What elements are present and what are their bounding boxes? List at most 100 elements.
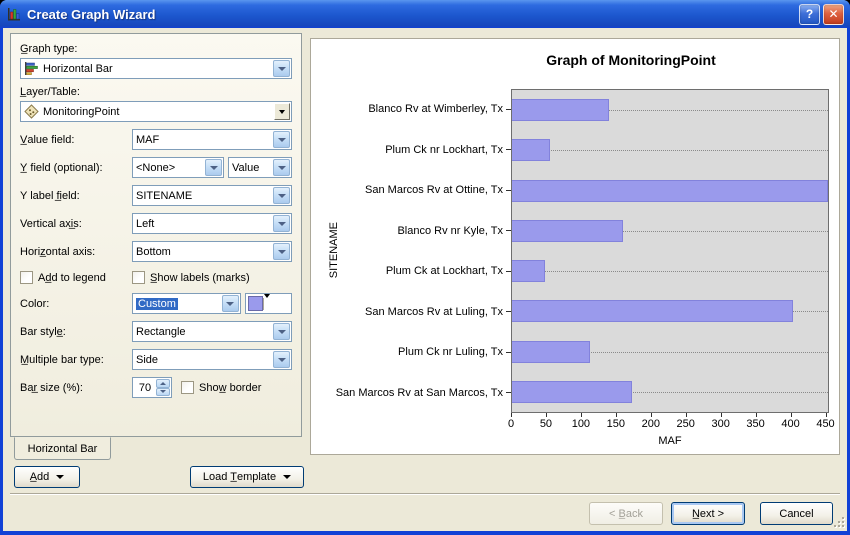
divider — [10, 493, 840, 495]
layer-table-label: L̲ayer/Table: — [20, 86, 80, 98]
help-button[interactable]: ? — [799, 3, 820, 25]
graph-properties-panel: G̲raph type: Horizontal Bar L̲ayer/Table… — [10, 33, 302, 437]
x-tick-label: 450 — [816, 418, 835, 430]
chevron-down-icon[interactable] — [273, 351, 290, 368]
add-button-label: A̲dd — [29, 471, 50, 483]
vertical-axis-combo[interactable]: Left — [132, 213, 292, 234]
tab-label: Horizontal Bar — [27, 442, 98, 455]
cancel-button-label: Cancel — [779, 507, 814, 520]
plot-row — [512, 332, 828, 372]
show-labels-checkbox[interactable]: S̲how labels (marks) — [132, 271, 292, 284]
back-button[interactable]: < B̲ack — [589, 502, 663, 525]
category-label: San Marcos Rv at San Marcos, Tx — [335, 373, 511, 414]
chevron-down-icon[interactable] — [273, 243, 290, 260]
category-label: Blanco Rv nr Kyle, Tx — [335, 211, 511, 252]
color-picker-button[interactable] — [244, 293, 292, 314]
value-field-combo[interactable]: MAF — [132, 129, 292, 150]
chevron-down-icon[interactable] — [273, 159, 290, 176]
help-icon: ? — [805, 7, 814, 21]
load-template-label: Load T̲emplate — [202, 471, 277, 483]
color-combo[interactable]: Custom — [132, 293, 241, 314]
x-tick-label: 0 — [507, 418, 515, 430]
x-axis-title: MAF — [658, 435, 682, 447]
y-field-mode-value: Value — [232, 161, 260, 174]
color-value: Custom — [136, 297, 178, 310]
checkbox-icon[interactable] — [20, 271, 33, 284]
color-label: Color: — [20, 297, 50, 310]
y-label-field-value: SITENAME — [136, 189, 193, 202]
plot-row — [512, 90, 828, 130]
checkbox-icon[interactable] — [181, 381, 194, 394]
layer-table-value: MonitoringPoint — [43, 105, 120, 118]
chevron-down-icon[interactable] — [273, 187, 290, 204]
resize-grip[interactable] — [832, 516, 845, 529]
bar — [512, 300, 794, 323]
checkbox-icon[interactable] — [132, 271, 145, 284]
category-label: Plum Ck nr Luling, Tx — [335, 332, 511, 373]
chart-title: Graph of MonitoringPoint — [546, 52, 716, 68]
graph-type-label: G̲raph type: — [20, 43, 78, 55]
point-layer-icon — [24, 104, 39, 119]
vertical-axis-label: Vertical axi̲s: — [20, 217, 82, 230]
y-label-field-label: Y label f̲ield: — [20, 189, 80, 202]
show-border-label: Show̲ border — [199, 381, 262, 394]
bar-style-combo[interactable]: Rectangle — [132, 321, 292, 342]
multiple-bar-type-combo[interactable]: Side — [132, 349, 292, 370]
plot-row — [512, 130, 828, 170]
close-icon: ✕ — [828, 7, 839, 21]
title-bar: Create Graph Wizard ? ✕ — [0, 0, 850, 28]
category-label: Plum Ck nr Lockhart, Tx — [335, 130, 511, 171]
add-to-legend-checkbox[interactable]: Ad̲d to legend — [20, 271, 132, 284]
cancel-button[interactable]: Cancel — [760, 502, 833, 525]
chevron-down-icon[interactable] — [273, 60, 290, 77]
category-label: San Marcos Rv at Luling, Tx — [335, 292, 511, 333]
plot-row — [512, 291, 828, 331]
bar-size-stepper[interactable]: 70 — [132, 377, 172, 398]
chevron-down-icon[interactable] — [273, 323, 290, 340]
graph-wizard-icon — [8, 8, 20, 21]
bar-style-label: Bar style̲: — [20, 325, 66, 338]
spin-up-icon[interactable] — [156, 379, 170, 388]
show-labels-label: S̲how labels (marks) — [150, 271, 250, 284]
chevron-down-icon[interactable] — [273, 215, 290, 232]
load-template-button[interactable]: Load T̲emplate — [190, 466, 304, 488]
next-button[interactable]: N̲ext > — [671, 502, 745, 525]
x-tick-label: 400 — [781, 418, 800, 430]
bar — [512, 179, 828, 202]
x-tick-label: 300 — [711, 418, 730, 430]
show-border-checkbox[interactable]: Show̲ border — [181, 381, 261, 394]
y-field-combo[interactable]: <None> — [132, 157, 224, 178]
chart-body: Blanco Rv at Wimberley, Tx Plum Ck nr Loc… — [335, 89, 829, 413]
plot-row — [512, 171, 828, 211]
plot-row — [512, 372, 828, 412]
window-title: Create Graph Wizard — [27, 6, 156, 22]
vertical-axis-value: Left — [136, 217, 155, 230]
x-tick-label: 250 — [676, 418, 695, 430]
value-field-label: V̲alue field: — [20, 133, 75, 146]
value-field-value: MAF — [136, 133, 160, 146]
layer-table-combo[interactable]: MonitoringPoint — [20, 101, 292, 122]
plot-row — [512, 251, 828, 291]
spin-down-icon[interactable] — [156, 387, 170, 396]
add-button[interactable]: A̲dd — [14, 466, 80, 488]
back-button-label: < B̲ack — [609, 507, 643, 520]
dropdown-arrow-icon[interactable] — [274, 103, 290, 120]
chevron-down-icon[interactable] — [205, 159, 222, 176]
chevron-down-icon[interactable] — [221, 295, 239, 312]
y-label-field-combo[interactable]: SITENAME — [132, 185, 292, 206]
horizontal-bar-icon — [25, 62, 38, 75]
plot-area — [511, 89, 829, 413]
add-to-legend-label: Ad̲d to legend — [38, 271, 106, 284]
bar-size-label: Bar̲ size (%): — [20, 381, 83, 394]
horizontal-axis-combo[interactable]: Bottom — [132, 241, 292, 262]
chevron-down-icon[interactable] — [273, 131, 290, 148]
bar — [512, 139, 551, 162]
x-tick-label: 50 — [539, 418, 553, 430]
close-button[interactable]: ✕ — [823, 3, 844, 25]
y-field-mode-combo[interactable]: Value — [228, 157, 292, 178]
tab-horizontal-bar[interactable]: Horizontal Bar — [14, 437, 111, 460]
dropdown-arrow-icon[interactable] — [263, 293, 276, 310]
graph-preview-panel: Graph of MonitoringPoint SITENAME Blanco… — [310, 38, 840, 455]
graph-type-combo[interactable]: Horizontal Bar — [20, 58, 292, 79]
